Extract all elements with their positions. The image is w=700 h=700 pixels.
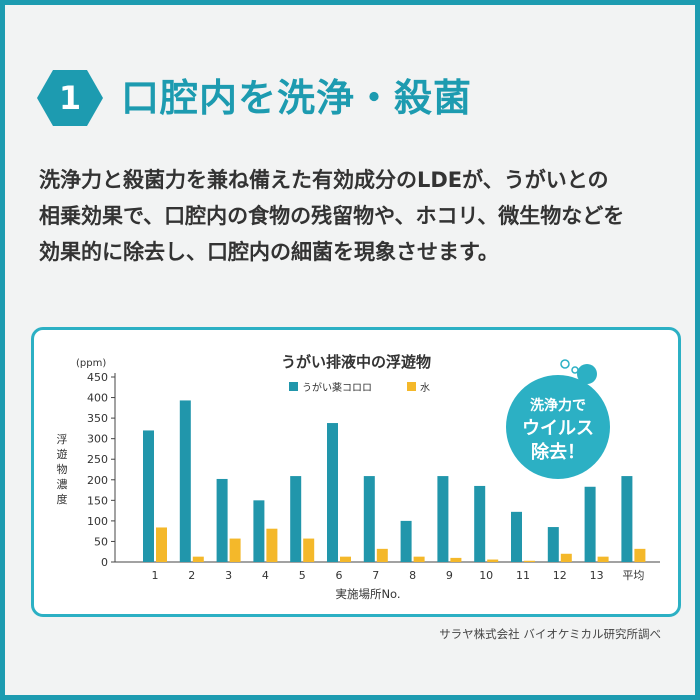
x-tick-label: 11 [516,569,530,582]
callout-bubble-small [571,366,579,374]
bar-series2 [229,538,241,562]
bar-series1 [143,430,154,562]
callout-circle [506,375,610,479]
x-tick-label: 5 [299,569,306,582]
y-tick-label: 200 [87,474,108,487]
bar-series2 [413,556,425,562]
y-tick-label: 250 [87,453,108,466]
page-title: 口腔内を洗浄・殺菌 [121,76,473,120]
section-number-badge: 1 [35,68,105,128]
bar-series2 [340,556,351,562]
bar-series1 [290,476,302,562]
bar-series1 [437,476,449,562]
y-tick-label: 100 [87,515,108,528]
callout-line2: ウイルス [522,418,594,439]
bar-series2 [524,560,535,562]
chart-title: うがい排液中の浮遊物 [281,353,431,371]
bar-series1 [327,423,338,562]
bar-series2 [303,538,315,562]
x-tick-label: 7 [372,569,379,582]
bars [143,400,646,562]
bar-series2 [487,559,499,562]
bar-series1 [584,486,596,562]
y-tick-label: 0 [101,556,108,569]
description-line: 洗浄力と殺菌力を兼ね備えた有効成分のLDEが、うがいとの [39,168,609,192]
virus-removal-callout: 洗浄力で ウイルス 除去！ [506,359,610,479]
bar-series2 [192,556,204,562]
callout-line3: 除去！ [531,441,585,463]
x-tick-label: 2 [188,569,195,582]
x-ticks: 1 2 3 4 5 6 7 8 9 10 11 12 13 平均 [152,569,645,582]
bar-series1 [363,476,375,562]
bar-series2 [597,556,609,562]
y-unit-label: (ppm) [76,358,106,369]
y-axis-label-char: 物 [57,462,68,476]
bar-series2 [266,528,278,562]
y-ticks: 0 50 100 150 200 250 300 350 400 450 [87,371,115,569]
bar-series1 [511,511,522,562]
hexagon-icon [37,70,103,126]
bar-series2 [376,548,388,562]
virus-icon [577,364,597,384]
bar-series2 [560,553,572,562]
legend-swatch-series2 [407,382,416,391]
y-axis-label-char: 濃 [57,477,68,491]
chart-panel: うがい排液中の浮遊物 (ppm) 実施場所No. うがい薬コロロ 水 浮遊物濃度… [31,327,681,617]
y-tick-label: 50 [94,535,108,548]
bar-series2 [156,527,167,562]
bar-series1 [400,520,412,562]
y-axis-label-char: 度 [57,492,68,506]
x-tick-label: 9 [446,569,453,582]
bar-series1 [474,485,486,562]
legend-label-series2: 水 [420,382,430,394]
x-tick-label: 4 [262,569,269,582]
bar-series2 [634,548,646,562]
x-tick-label: 10 [479,569,493,582]
x-tick-label: 1 [152,569,159,582]
x-axis-label: 実施場所No. [335,587,400,601]
callout-bubble-small [560,359,570,369]
y-tick-label: 300 [87,433,108,446]
y-tick-label: 400 [87,392,108,405]
y-tick-label: 150 [87,494,108,507]
x-tick-label: 3 [225,569,232,582]
description-line: 相乗効果で、口腔内の食物の残留物や、ホコリ、微生物などを [39,204,625,228]
x-tick-label: 8 [409,569,416,582]
legend: うがい薬コロロ 水 [289,381,430,394]
callout-line1: 洗浄力で [530,397,586,414]
section-number: 1 [58,79,82,117]
x-tick-label: 平均 [622,569,644,582]
x-tick-label: 12 [553,569,567,582]
bar-series2 [450,557,462,562]
bar-series1 [547,527,559,562]
data-source-note: サラヤ株式会社 バイオケミカル研究所調べ [439,627,661,641]
y-axis-label-char: 浮 [57,433,68,446]
legend-label-series1: うがい薬コロロ [302,381,372,394]
description-text: 洗浄力と殺菌力を兼ね備えた有効成分のLDEが、うがいとの 相乗効果で、口腔内の食… [39,162,679,270]
y-tick-label: 450 [87,371,108,384]
bar-series1 [179,400,191,562]
bar-chart: うがい排液中の浮遊物 (ppm) 実施場所No. うがい薬コロロ 水 浮遊物濃度… [57,353,660,601]
legend-swatch-series1 [289,382,298,391]
x-tick-label: 6 [336,569,343,582]
bar-series1 [621,476,633,562]
x-tick-label: 13 [590,569,604,582]
y-axis-label-char: 遊 [57,447,68,461]
bar-series1 [253,500,265,562]
y-tick-label: 350 [87,412,108,425]
description-line: 効果的に除去し、口腔内の細菌を現象させます。 [39,240,499,264]
bar-series1 [216,478,228,562]
